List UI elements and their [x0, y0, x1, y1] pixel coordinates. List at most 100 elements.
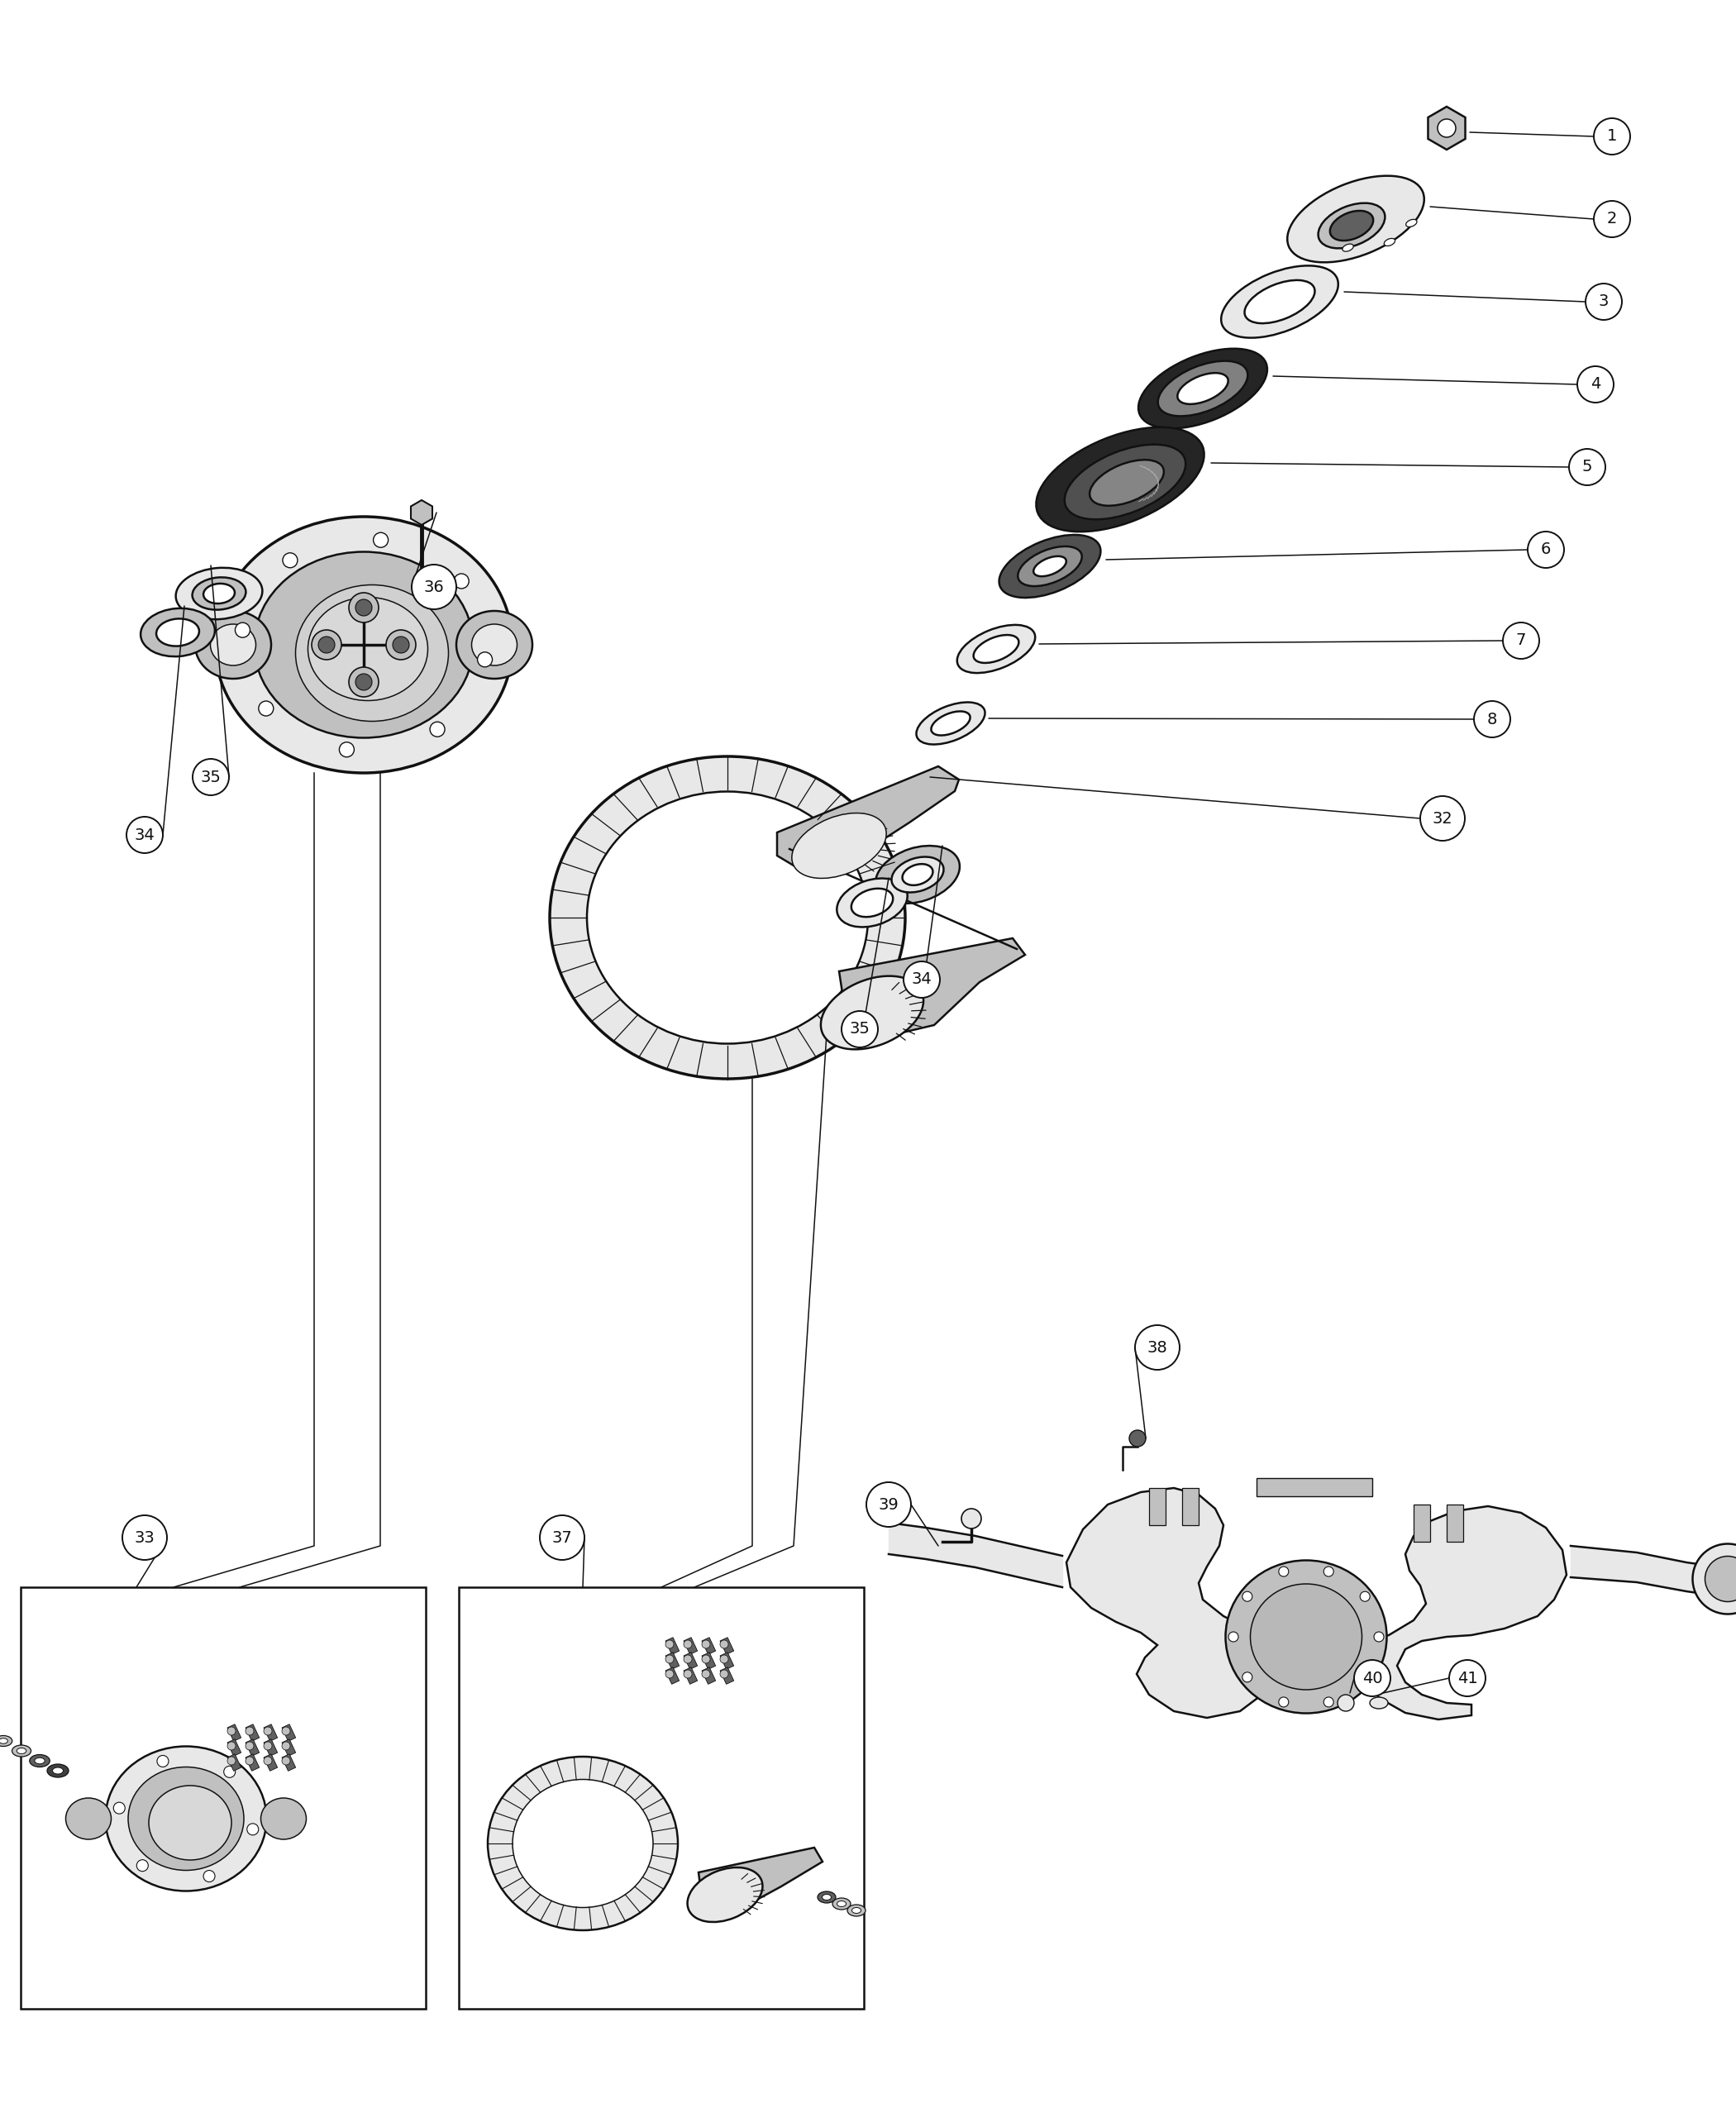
Ellipse shape — [1090, 460, 1163, 506]
Circle shape — [477, 651, 493, 666]
Circle shape — [1323, 1697, 1333, 1707]
Circle shape — [247, 1823, 259, 1836]
Ellipse shape — [1705, 1556, 1736, 1602]
Circle shape — [1503, 622, 1540, 660]
Circle shape — [1594, 118, 1630, 154]
Ellipse shape — [0, 1735, 12, 1745]
Bar — [264, 1724, 278, 1741]
Bar — [701, 1667, 715, 1684]
Bar — [720, 1653, 734, 1670]
Ellipse shape — [295, 584, 448, 721]
Polygon shape — [1066, 1488, 1566, 1720]
Circle shape — [227, 1756, 236, 1764]
Text: 33: 33 — [134, 1530, 155, 1545]
Circle shape — [156, 1756, 168, 1767]
Ellipse shape — [1250, 1583, 1363, 1691]
Circle shape — [264, 1726, 273, 1735]
Ellipse shape — [203, 584, 234, 603]
Ellipse shape — [974, 635, 1019, 662]
Bar — [684, 1667, 698, 1684]
Circle shape — [701, 1640, 710, 1648]
Ellipse shape — [587, 790, 868, 1043]
Circle shape — [264, 1756, 273, 1764]
Ellipse shape — [106, 1745, 267, 1891]
Bar — [1446, 1505, 1463, 1541]
Ellipse shape — [66, 1798, 111, 1840]
Bar — [1257, 1478, 1371, 1497]
Ellipse shape — [156, 618, 200, 647]
Circle shape — [281, 1741, 290, 1750]
Circle shape — [411, 565, 457, 609]
Circle shape — [455, 573, 469, 588]
Circle shape — [1420, 797, 1465, 841]
Bar — [281, 1754, 295, 1771]
Circle shape — [312, 630, 342, 660]
Circle shape — [203, 1870, 215, 1882]
Text: 34: 34 — [911, 972, 932, 987]
Text: 6: 6 — [1542, 542, 1550, 559]
Bar — [281, 1724, 295, 1741]
Ellipse shape — [903, 864, 932, 885]
Circle shape — [318, 637, 335, 653]
Ellipse shape — [1000, 535, 1101, 599]
Text: 40: 40 — [1363, 1670, 1382, 1686]
Circle shape — [431, 721, 444, 738]
Circle shape — [245, 1756, 253, 1764]
Circle shape — [1229, 1632, 1238, 1642]
Ellipse shape — [847, 1906, 866, 1916]
Bar — [264, 1739, 278, 1756]
Ellipse shape — [30, 1754, 50, 1767]
Ellipse shape — [837, 879, 908, 928]
Circle shape — [392, 637, 410, 653]
Circle shape — [385, 630, 417, 660]
Text: 4: 4 — [1590, 377, 1601, 392]
Ellipse shape — [1158, 360, 1248, 415]
Bar — [701, 1638, 715, 1655]
Ellipse shape — [1033, 557, 1066, 575]
Circle shape — [264, 1741, 273, 1750]
Ellipse shape — [1318, 202, 1385, 249]
Text: 35: 35 — [201, 769, 220, 784]
Circle shape — [962, 1509, 981, 1528]
Circle shape — [1135, 1326, 1180, 1370]
Circle shape — [227, 1726, 236, 1735]
Circle shape — [866, 1482, 911, 1526]
Circle shape — [665, 1640, 674, 1648]
Bar — [245, 1724, 259, 1741]
Circle shape — [842, 1012, 878, 1048]
Circle shape — [281, 1726, 290, 1735]
Polygon shape — [411, 500, 432, 525]
Circle shape — [1373, 1632, 1384, 1642]
Ellipse shape — [1384, 238, 1396, 247]
Ellipse shape — [194, 611, 271, 679]
Bar — [1149, 1488, 1165, 1526]
Ellipse shape — [875, 845, 960, 904]
Circle shape — [283, 552, 297, 567]
Bar — [684, 1653, 698, 1670]
Ellipse shape — [0, 1739, 7, 1743]
Circle shape — [259, 702, 274, 717]
Circle shape — [1585, 285, 1621, 320]
Bar — [1413, 1505, 1430, 1541]
Bar — [665, 1667, 679, 1684]
Bar — [21, 1587, 425, 2009]
Bar — [665, 1653, 679, 1670]
Ellipse shape — [149, 1785, 231, 1859]
Ellipse shape — [1226, 1560, 1387, 1714]
Circle shape — [720, 1655, 729, 1663]
Ellipse shape — [128, 1767, 243, 1870]
Circle shape — [720, 1670, 729, 1678]
Ellipse shape — [35, 1758, 45, 1764]
Ellipse shape — [1064, 445, 1186, 519]
Bar — [458, 1587, 865, 2009]
Text: 34: 34 — [134, 826, 155, 843]
Text: 3: 3 — [1599, 293, 1609, 310]
Bar — [227, 1724, 241, 1741]
Circle shape — [1354, 1659, 1391, 1697]
Ellipse shape — [457, 611, 533, 679]
Circle shape — [349, 666, 378, 698]
Circle shape — [1243, 1592, 1252, 1602]
Text: 41: 41 — [1457, 1670, 1477, 1686]
Circle shape — [193, 759, 229, 795]
Circle shape — [373, 533, 389, 548]
